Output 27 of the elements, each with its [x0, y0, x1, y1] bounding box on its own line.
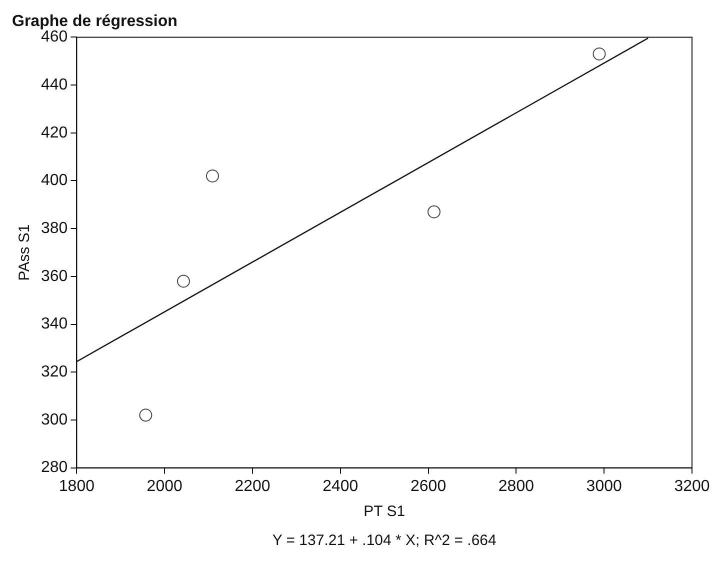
y-tick-label: 400 — [40, 172, 68, 190]
x-axis-title: PT S1 — [364, 503, 406, 520]
point — [592, 47, 606, 60]
y-tick-label: 380 — [40, 220, 68, 237]
y-tick-label: 280 — [40, 459, 68, 476]
x-tick-label: 3000 — [586, 478, 622, 495]
y-tick-label: 320 — [40, 364, 68, 381]
point — [206, 169, 219, 182]
y-tick-label: 440 — [40, 76, 68, 94]
y-tick-label: 300 — [40, 411, 68, 428]
point — [139, 408, 152, 422]
x-tick-label: 2800 — [498, 478, 534, 495]
x-tick-label: 2000 — [146, 478, 182, 495]
y-tick-label: 340 — [40, 316, 68, 333]
point — [176, 274, 190, 288]
x-tick-label: 2200 — [234, 478, 270, 495]
x-tick-label: 2400 — [322, 478, 358, 495]
y-tick-label: 360 — [40, 268, 68, 285]
x-tick-label: 2600 — [410, 478, 446, 495]
y-tick-label: 460 — [40, 28, 68, 46]
point — [428, 205, 441, 218]
text: Y = 137.21 + .104 * X; R^2 = .664 — [272, 532, 496, 549]
y-tick-label: 420 — [40, 124, 68, 142]
y-axis-title: PAss S1 — [16, 224, 34, 281]
chart-title: Graphe de régression — [12, 13, 178, 30]
x-tick-label: 1800 — [58, 478, 95, 495]
x-tick-label: 3200 — [674, 478, 710, 495]
